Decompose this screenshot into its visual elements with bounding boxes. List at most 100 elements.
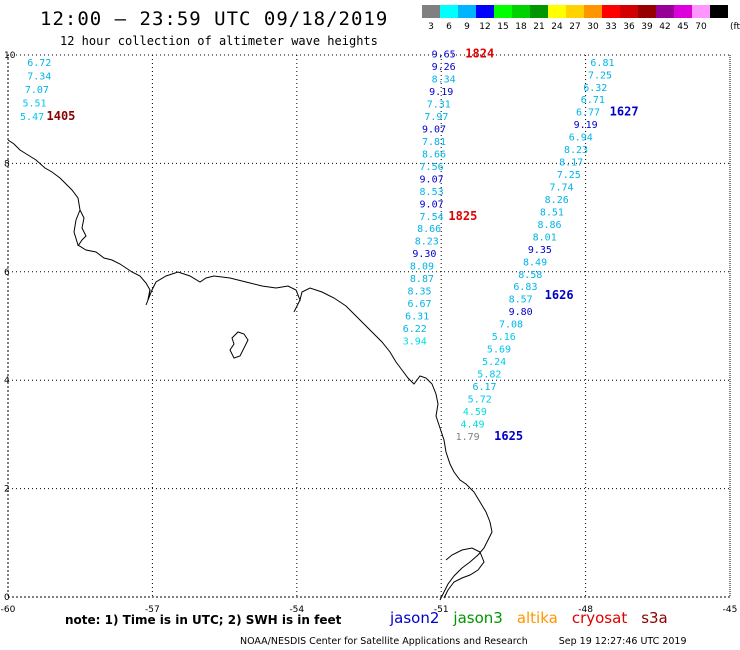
wave-height-label: 7.34 <box>27 71 51 82</box>
pass-time-label: 1626 <box>545 288 574 302</box>
coastline-venezuela-guyana-suriname-french-guiana <box>7 139 493 601</box>
legend-jason3: jason3 <box>453 609 503 627</box>
wave-height-label: 8.17 <box>559 158 583 169</box>
wave-height-label: 9.07 <box>422 125 446 136</box>
pass-1627: 6.817.256.326.716.779.196.948.238.177.25… <box>550 58 639 194</box>
wave-height-label: 8.35 <box>408 287 432 298</box>
wave-height-label: 8.58 <box>518 270 542 281</box>
colorbar-swatch <box>710 5 728 18</box>
colorbar-label: 70 <box>695 22 707 32</box>
pass-time-label: 1625 <box>494 429 523 443</box>
wave-height-label: 6.31 <box>405 311 429 322</box>
lon-tick-label: -51 <box>434 605 449 615</box>
colorbar-swatch <box>494 5 512 18</box>
lat-tick-label: 8 <box>4 159 10 169</box>
colorbar-swatch <box>440 5 458 18</box>
wave-height-label: 8.66 <box>417 224 441 235</box>
colorbar-label: 39 <box>641 22 653 32</box>
footer-agency: NOAA/NESDIS Center for Satellite Applica… <box>240 636 528 647</box>
wave-height-label: 8.26 <box>545 195 569 206</box>
pass-1825: 9.078.539.077.548.668.239.308.098.878.35… <box>403 174 478 347</box>
wave-height-label: 7.07 <box>25 85 49 96</box>
wave-height-label: 6.22 <box>403 324 427 335</box>
wave-height-label: 6.71 <box>581 95 605 106</box>
wave-height-label: 6.32 <box>583 83 607 94</box>
lat-tick-label: 6 <box>4 268 10 278</box>
axis-ticks: -60 -57 -54 -51 -48 -45 0 2 4 6 8 10 <box>1 51 738 615</box>
amazon-estuary <box>443 547 485 599</box>
colorbar-label: 3 <box>428 22 434 32</box>
wave-height-label: 8.86 <box>537 220 561 231</box>
wave-height-label: 9.19 <box>429 87 453 98</box>
wave-height-label: 8.87 <box>410 274 434 285</box>
wave-height-label: 7.74 <box>550 183 574 194</box>
wave-height-label: 4.49 <box>460 419 484 430</box>
colorbar-label: 30 <box>587 22 599 32</box>
lat-tick-label: 0 <box>4 593 10 603</box>
wave-height-label: 3.94 <box>403 336 427 347</box>
river-essequibo <box>77 209 87 247</box>
colorbar-label: 24 <box>551 22 563 32</box>
wave-height-label: 9.19 <box>574 120 598 131</box>
wave-height-label: 7.08 <box>499 320 523 331</box>
lon-tick-label: -54 <box>289 605 304 615</box>
colorbar-swatch <box>512 5 530 18</box>
wave-height-label: 6.83 <box>513 282 537 293</box>
colorbar-swatch <box>620 5 638 18</box>
wave-height-label: 7.25 <box>557 170 581 181</box>
wave-height-label: 9.07 <box>420 174 444 185</box>
river-marowijne <box>293 299 301 313</box>
wave-height-label: 8.53 <box>420 187 444 198</box>
colorbar-label: 36 <box>623 22 635 32</box>
legend-altika: altika <box>516 609 558 627</box>
wave-height-label: 8.49 <box>523 257 547 268</box>
wave-height-label: 6.94 <box>569 133 593 144</box>
pass-time-label: 1405 <box>47 109 76 123</box>
wave-height-label: 7.97 <box>424 112 448 123</box>
wave-height-label: 7.54 <box>420 212 444 223</box>
colorbar-label: 33 <box>605 22 617 32</box>
wave-height-label: 1.79 <box>456 432 480 443</box>
wave-height-label: 5.69 <box>487 345 511 356</box>
colorbar-label: 18 <box>515 22 527 32</box>
satellite-legend: jason2 jason3 altika cryosat s3a <box>390 609 682 627</box>
wave-height-label: 5.16 <box>492 332 516 343</box>
wave-height-label: 7.31 <box>427 100 451 111</box>
legend-s3a: s3a <box>641 609 668 627</box>
colorbar-swatch <box>422 5 440 18</box>
wave-height-label: 7.56 <box>420 162 444 173</box>
colorbar-label: 6 <box>446 22 452 32</box>
lat-tick-label: 4 <box>4 376 10 386</box>
lon-tick-label: -60 <box>1 605 16 615</box>
lake-brokopondo <box>229 331 249 359</box>
colorbar-swatch <box>458 5 476 18</box>
lon-tick-label: -57 <box>145 605 160 615</box>
colorbar-swatch <box>584 5 602 18</box>
wave-height-label: 9.26 <box>432 62 456 73</box>
pass-1626: 8.268.51 8.868.01 9.358.49 8.586.83 8.579.80… <box>509 195 574 318</box>
river-courantyne <box>145 289 151 306</box>
map-title: 12:00 – 23:59 UTC 09/18/2019 <box>40 8 389 30</box>
pass-1625: 7.085.16 5.695.245.82 6.175.72 4.594.49 1.79… <box>456 320 523 443</box>
legend-cryosat: cryosat <box>571 609 628 627</box>
wave-height-label: 8.34 <box>432 75 456 86</box>
wave-height-label: 8.09 <box>410 262 434 273</box>
wave-height-label: 6.77 <box>576 108 600 119</box>
wave-height-label: 4.59 <box>463 407 487 418</box>
colorbar-swatch <box>692 5 710 18</box>
wave-height-label: 9.65 <box>432 50 456 61</box>
pass-time-label: 1824 <box>465 47 494 61</box>
wave-height-label: 5.51 <box>22 98 46 109</box>
colorbar-unit: (ft) <box>730 22 740 32</box>
colorbar-label: 12 <box>479 22 491 32</box>
colorbar-swatch <box>566 5 584 18</box>
wave-height-label: 6.72 <box>27 58 51 69</box>
colorbar-swatch <box>548 5 566 18</box>
pass-1405: 6.72 7.34 7.07 5.51 5.47 1405 <box>20 58 75 123</box>
wave-height-label: 7.81 <box>422 137 446 148</box>
colorbar-label: 27 <box>569 22 581 32</box>
map-note: note: 1) Time is in UTC; 2) SWH is in fe… <box>65 613 342 627</box>
satellite-passes: 6.727.347.075.515.47 14059.659.268.349.19… <box>20 47 639 443</box>
wave-height-label: 9.07 <box>420 199 444 210</box>
wave-height-label: 5.72 <box>468 394 492 405</box>
